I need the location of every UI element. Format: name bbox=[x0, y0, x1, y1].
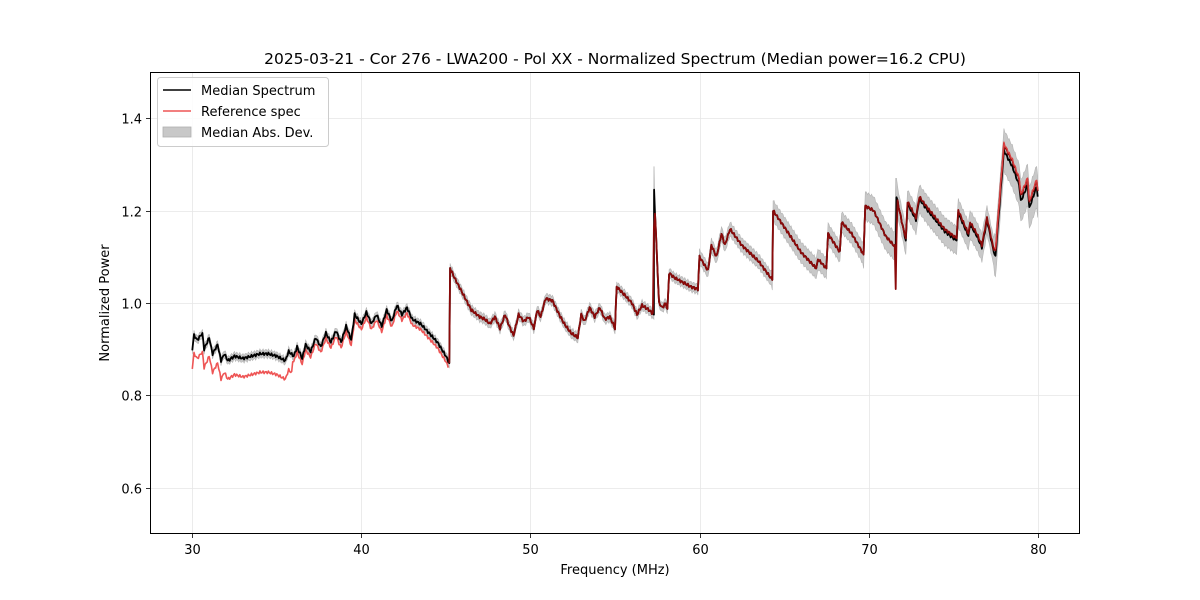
plot-frame bbox=[150, 72, 1080, 534]
y-tick-label: 1.2 bbox=[121, 206, 142, 221]
reference-spec-line-low bbox=[191, 310, 449, 382]
legend: Median Spectrum Reference spec Median Ab… bbox=[157, 77, 329, 147]
overlap-line-layer bbox=[448, 141, 1039, 364]
x-tick-label: 60 bbox=[692, 543, 709, 558]
x-tick-label: 80 bbox=[1030, 543, 1047, 558]
legend-box bbox=[157, 77, 329, 147]
y-axis-ticks: 0.6 0.8 1.0 1.2 1.4 bbox=[121, 113, 150, 498]
x-tick-label: 30 bbox=[184, 543, 201, 558]
y-tick-label: 0.8 bbox=[121, 390, 142, 405]
y-axis-label: Normalized Power bbox=[98, 244, 113, 362]
chart-title: 2025-03-21 - Cor 276 - LWA200 - Pol XX -… bbox=[264, 50, 966, 68]
legend-label-mad: Median Abs. Dev. bbox=[201, 126, 313, 141]
x-axis-label: Frequency (MHz) bbox=[560, 563, 669, 578]
legend-swatch-mad bbox=[162, 126, 192, 138]
y-tick-label: 1.0 bbox=[121, 298, 142, 313]
mad-band-layer bbox=[192, 128, 1038, 369]
mad-band bbox=[192, 128, 1038, 369]
reference-line-layer bbox=[191, 310, 449, 382]
y-tick-label: 1.4 bbox=[121, 113, 142, 128]
legend-label-reference: Reference spec bbox=[201, 105, 301, 120]
x-tick-label: 40 bbox=[353, 543, 370, 558]
legend-label-median: Median Spectrum bbox=[201, 84, 315, 99]
x-tick-label: 50 bbox=[522, 543, 539, 558]
x-axis-ticks: 30 40 50 60 70 80 bbox=[184, 534, 1047, 558]
y-tick-label: 0.6 bbox=[121, 483, 142, 498]
x-tick-label: 70 bbox=[861, 543, 878, 558]
reference-spec-line-high bbox=[994, 141, 1039, 250]
reference-spec-line bbox=[448, 142, 1039, 364]
